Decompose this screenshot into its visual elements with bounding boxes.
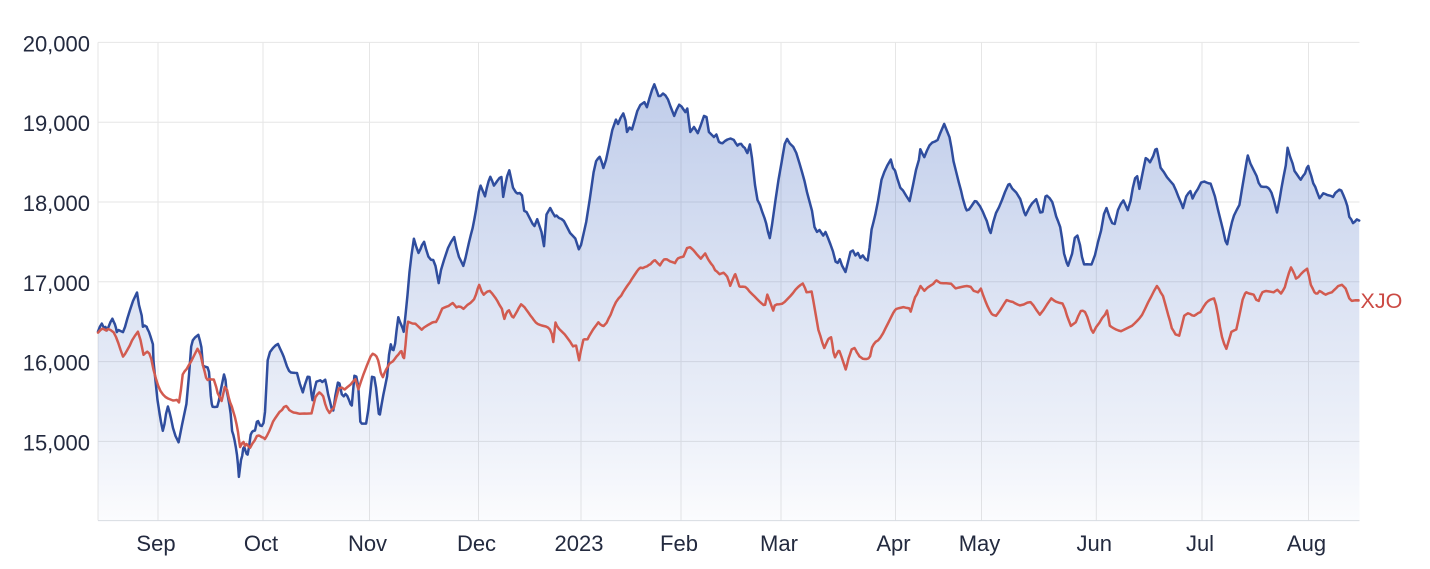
svg-text:Oct: Oct <box>244 531 278 556</box>
svg-text:15,000: 15,000 <box>23 430 90 455</box>
svg-text:Jun: Jun <box>1077 531 1112 556</box>
svg-text:Feb: Feb <box>660 531 698 556</box>
svg-text:16,000: 16,000 <box>23 351 90 376</box>
svg-text:18,000: 18,000 <box>23 191 90 216</box>
svg-text:Mar: Mar <box>760 531 798 556</box>
svg-text:Dec: Dec <box>457 531 496 556</box>
svg-text:2023: 2023 <box>555 531 604 556</box>
svg-text:19,000: 19,000 <box>23 111 90 136</box>
svg-text:Sep: Sep <box>136 531 175 556</box>
svg-text:Jul: Jul <box>1186 531 1214 556</box>
svg-text:Aug: Aug <box>1287 531 1326 556</box>
svg-text:XJO: XJO <box>1361 289 1403 313</box>
svg-text:Apr: Apr <box>876 531 910 556</box>
svg-text:Nov: Nov <box>348 531 387 556</box>
svg-text:20,000: 20,000 <box>23 31 90 56</box>
svg-text:17,000: 17,000 <box>23 271 90 296</box>
svg-text:May: May <box>959 531 1001 556</box>
